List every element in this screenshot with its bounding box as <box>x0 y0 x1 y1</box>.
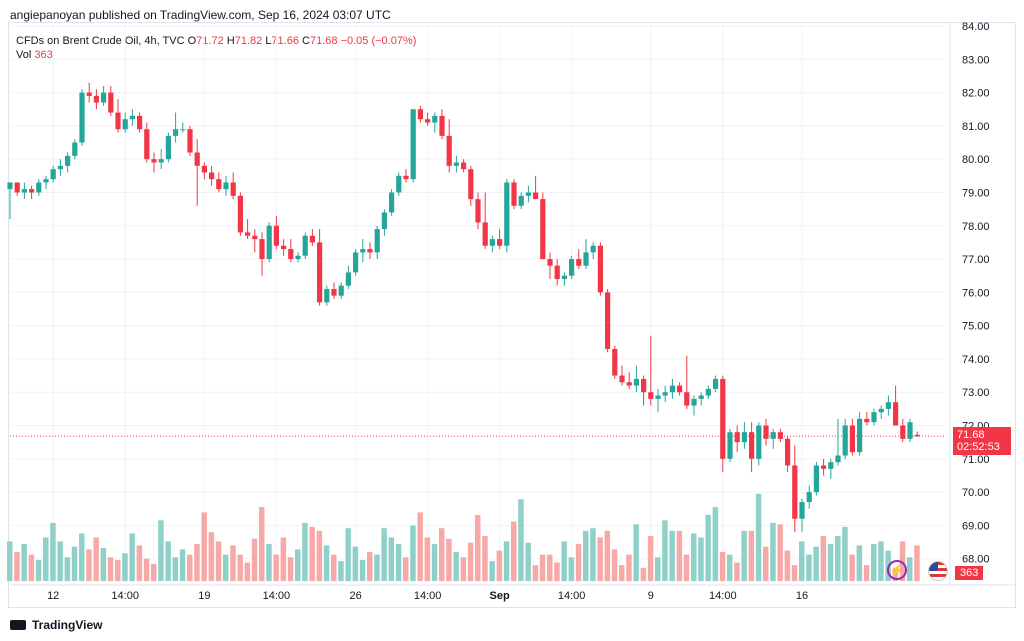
volume-tag: 363 <box>955 566 984 580</box>
volume-label[interactable]: Vol <box>16 49 32 61</box>
tradingview-logo-icon <box>10 620 26 630</box>
last-price-tag: 71.68 02:52:53 <box>953 427 1011 455</box>
close-label: C <box>302 35 310 47</box>
publish-caption: angiepanoyan published on TradingView.co… <box>10 8 391 22</box>
change-value: −0.05 (−0.07%) <box>340 35 417 47</box>
symbol-label[interactable]: CFDs on Brent Crude Oil, 4h, TVC <box>16 35 185 47</box>
tradingview-brand: TradingView <box>32 618 103 632</box>
close-value: 71.68 <box>309 35 338 47</box>
open-label: O <box>187 35 197 47</box>
low-label: L <box>265 35 272 47</box>
us-flag-icon[interactable] <box>928 561 948 581</box>
lightning-icon[interactable]: ⚡ <box>887 560 907 580</box>
volume-value: 363 <box>34 49 53 61</box>
high-value: 71.82 <box>234 35 263 47</box>
bar-countdown: 02:52:53 <box>957 441 1000 453</box>
high-label: H <box>226 35 235 47</box>
ohlc-legend: CFDs on Brent Crude Oil, 4h, TVC O71.72 … <box>16 33 416 49</box>
open-value: 71.72 <box>196 35 224 47</box>
tradingview-logo[interactable]: TradingView <box>10 618 102 632</box>
low-value: 71.66 <box>271 35 299 47</box>
volume-legend: Vol 363 <box>16 49 53 61</box>
chart-frame <box>8 22 1016 608</box>
last-price-value: 71.68 <box>957 429 985 441</box>
